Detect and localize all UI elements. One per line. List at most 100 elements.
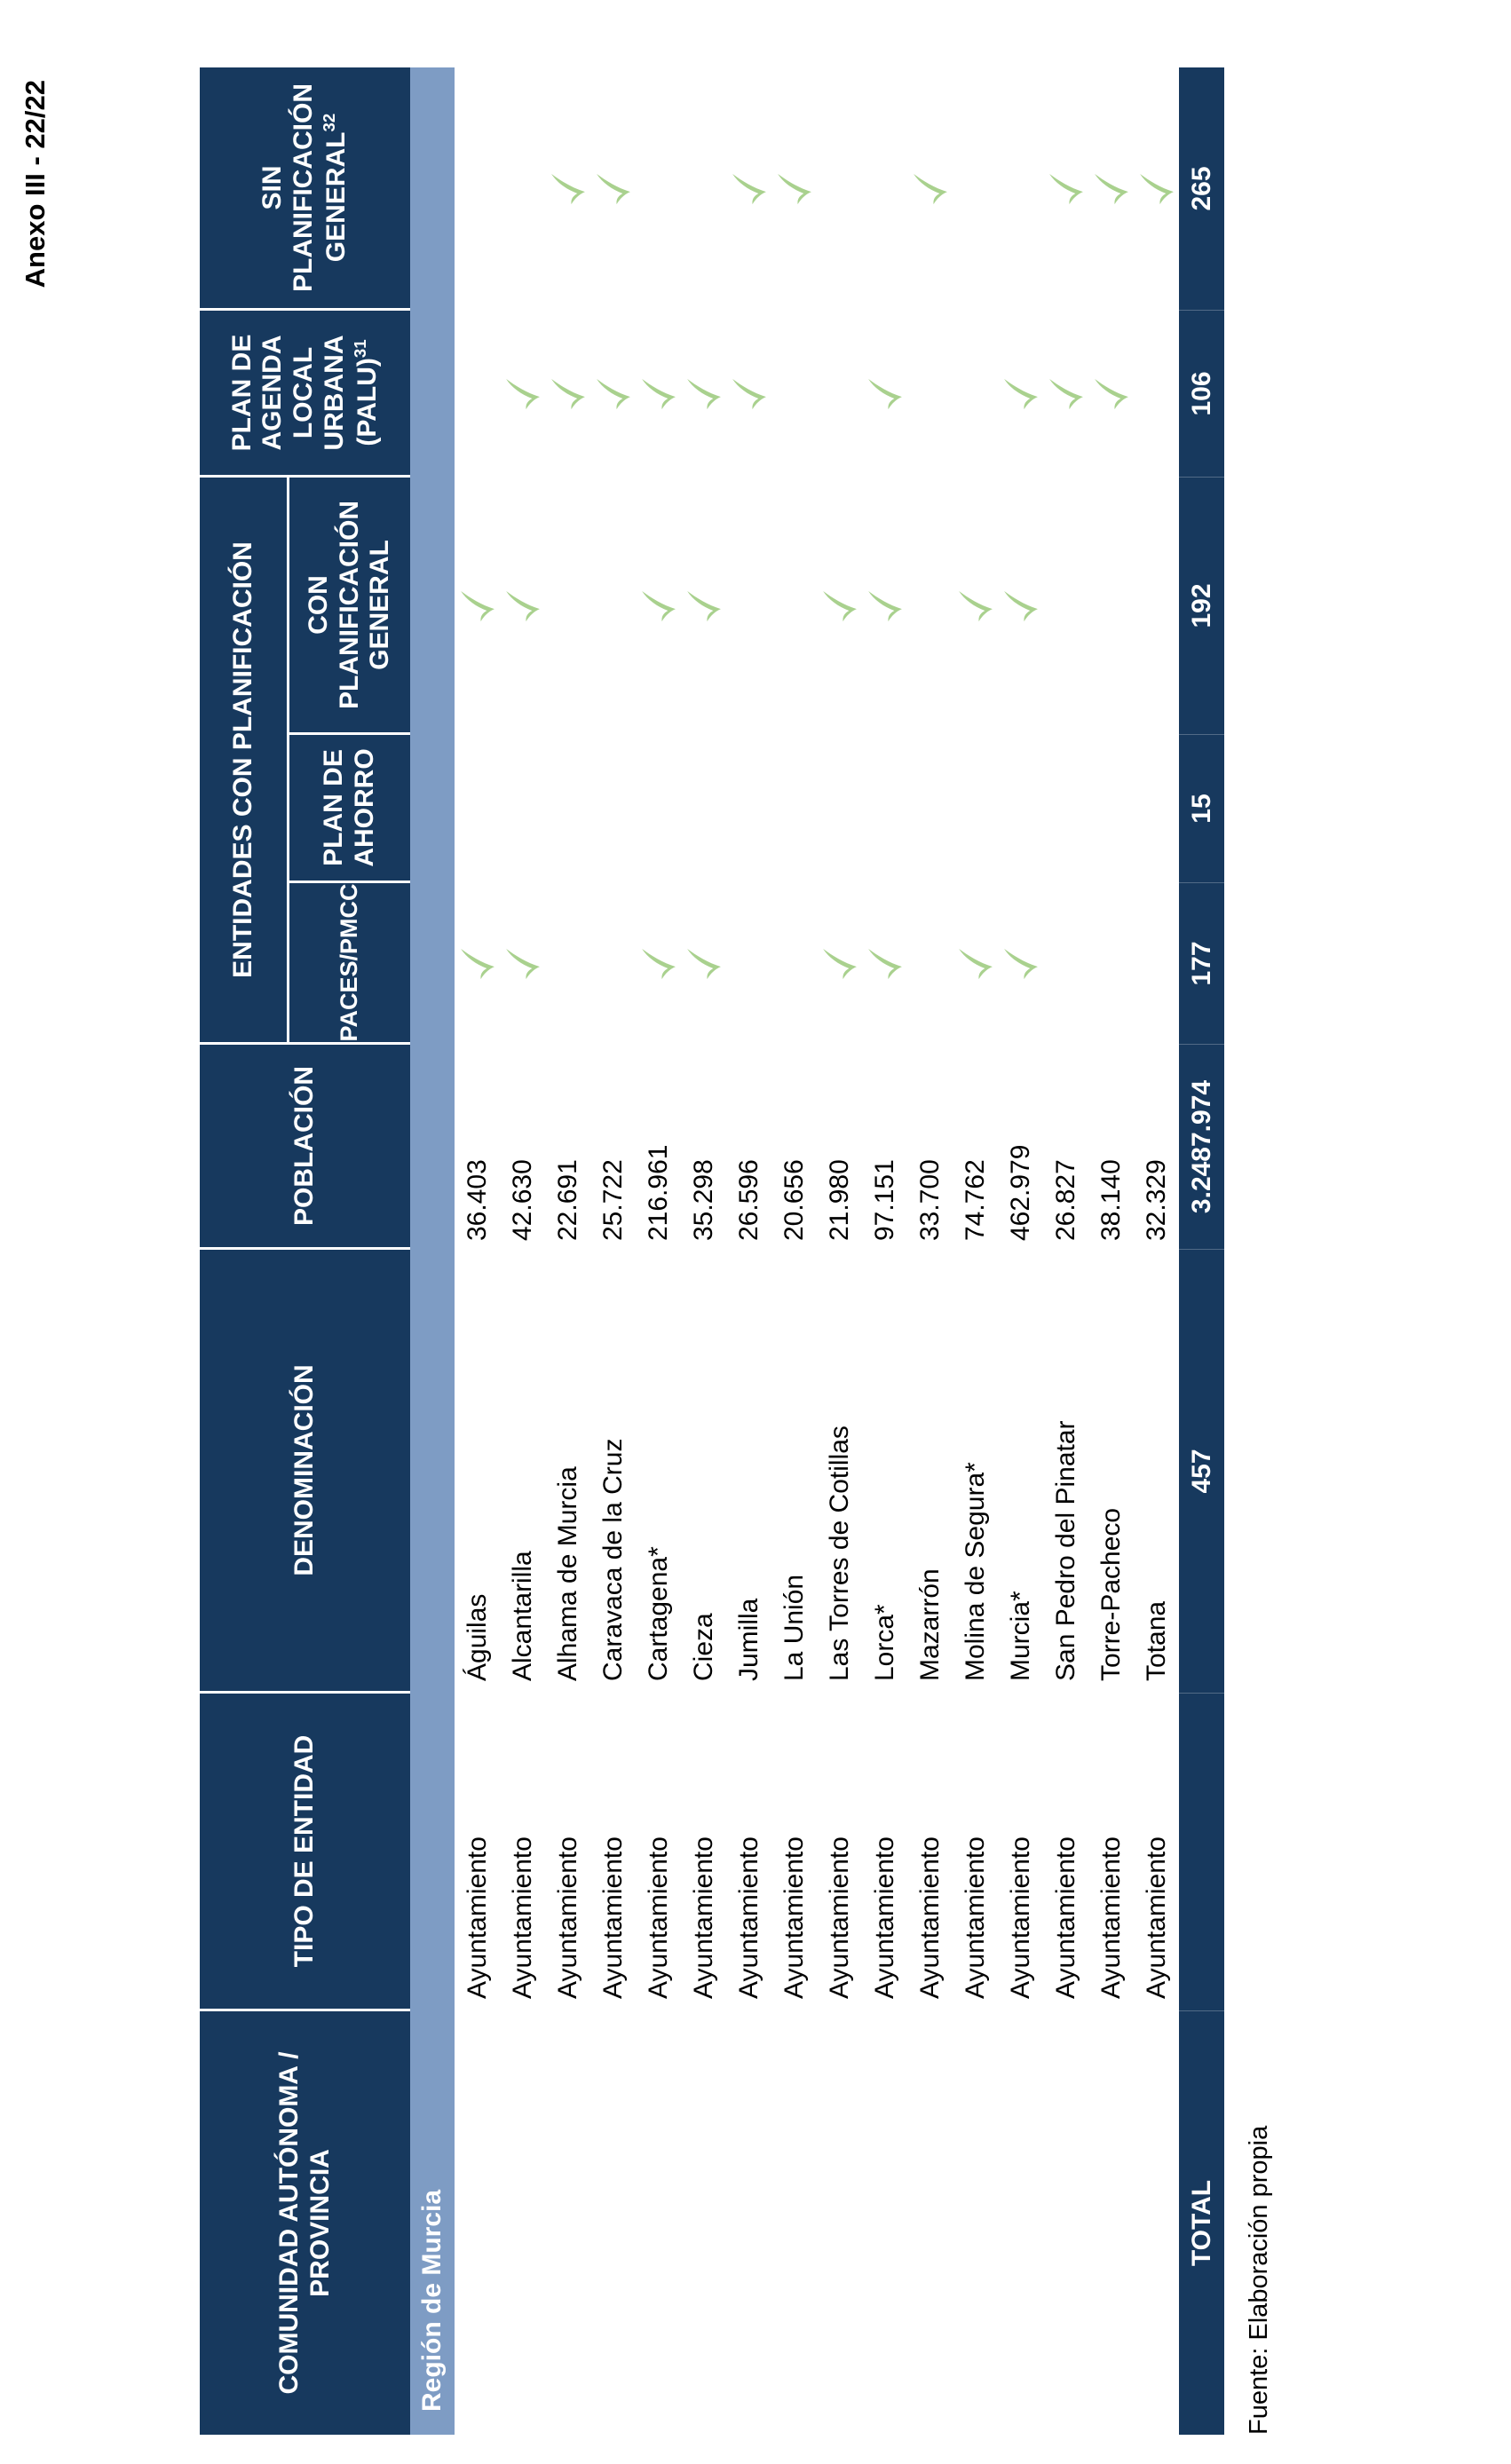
total-palu: 106 — [1179, 311, 1224, 478]
cell-tipo: Ayuntamiento — [1005, 1836, 1035, 1999]
cell-ahorro — [726, 735, 771, 883]
check-icon — [775, 173, 814, 205]
total-label: TOTAL — [1186, 2179, 1216, 2267]
cell-ahorro — [1043, 735, 1088, 883]
check-icon — [1092, 378, 1131, 410]
check-icon — [594, 173, 633, 205]
cell-con-general — [862, 478, 907, 735]
check-icon — [820, 590, 859, 622]
cell-comunidad — [953, 2011, 998, 2435]
cell-palu — [953, 311, 998, 478]
check-icon — [1047, 378, 1086, 410]
total-con-general: 192 — [1179, 478, 1224, 735]
table-row: Ayuntamiento La Unión 20.656 — [771, 67, 817, 2435]
check-icon — [458, 590, 497, 622]
cell-paces — [907, 883, 953, 1045]
cell-palu — [862, 311, 907, 478]
check-icon — [1001, 378, 1040, 410]
cell-poblacion: 26.596 — [733, 1159, 763, 1241]
cell-con-general — [726, 478, 771, 735]
cell-palu — [1134, 311, 1179, 478]
check-icon — [684, 590, 724, 622]
cell-denominacion: Águilas — [462, 1593, 492, 1681]
cell-sin-general — [1088, 67, 1134, 311]
check-icon — [549, 378, 588, 410]
header-comunidad: COMUNIDAD AUTÓNOMA / PROVINCIA — [200, 2011, 410, 2435]
source-note: Fuente: Elaboración propia — [1245, 2125, 1273, 2435]
cell-con-general — [998, 478, 1043, 735]
table-row: Ayuntamiento Molina de Segura* 74.762 — [953, 67, 998, 2435]
cell-ahorro — [545, 735, 590, 883]
table-row: Ayuntamiento Totana 32.329 — [1134, 67, 1179, 2435]
cell-tipo: Ayuntamiento — [688, 1836, 718, 1999]
cell-tipo: Ayuntamiento — [507, 1836, 537, 1999]
cell-palu — [907, 311, 953, 478]
total-ahorro: 15 — [1179, 735, 1224, 883]
cell-sin-general — [636, 67, 681, 311]
cell-tipo: Ayuntamiento — [869, 1836, 899, 1999]
cell-denominacion: Totana — [1141, 1600, 1171, 1681]
check-icon — [684, 948, 724, 980]
cell-ahorro — [998, 735, 1043, 883]
cell-denominacion: Molina de Segura* — [960, 1462, 990, 1681]
cell-palu — [771, 311, 817, 478]
check-icon — [1001, 590, 1040, 622]
cell-paces — [681, 883, 726, 1045]
cell-denominacion: Cartagena* — [643, 1546, 673, 1681]
check-icon — [458, 948, 497, 980]
cell-paces — [998, 883, 1043, 1045]
cell-ahorro — [771, 735, 817, 883]
cell-sin-general — [907, 67, 953, 311]
annex-label: Anexo III - 22/22 — [20, 80, 51, 288]
cell-poblacion: 35.298 — [688, 1159, 718, 1241]
header-poblacion: POBLACIÓN — [200, 1045, 410, 1250]
cell-comunidad — [590, 2011, 636, 2435]
cell-denominacion: San Pedro del Pinatar — [1050, 1420, 1080, 1681]
total-poblacion: 3.2487.974 — [1179, 1045, 1224, 1250]
cell-ahorro — [953, 735, 998, 883]
table-row: Ayuntamiento Cartagena* 216.961 — [636, 67, 681, 2435]
planning-table: COMUNIDAD AUTÓNOMA / PROVINCIA TIPO DE E… — [200, 67, 1224, 2435]
cell-comunidad — [455, 2011, 500, 2435]
cell-poblacion: 42.630 — [507, 1159, 537, 1241]
cell-sin-general — [817, 67, 862, 311]
total-tipo — [1179, 1694, 1224, 2011]
cell-paces — [726, 883, 771, 1045]
check-icon — [549, 173, 588, 205]
table-row: Ayuntamiento Las Torres de Cotillas 21.980 — [817, 67, 862, 2435]
cell-comunidad — [862, 2011, 907, 2435]
cell-poblacion: 25.722 — [597, 1159, 628, 1241]
cell-comunidad — [500, 2011, 545, 2435]
cell-comunidad — [726, 2011, 771, 2435]
check-icon — [730, 378, 769, 410]
cell-denominacion: Alhama de Murcia — [552, 1466, 582, 1681]
cell-tipo: Ayuntamiento — [733, 1836, 763, 1999]
cell-comunidad — [771, 2011, 817, 2435]
check-icon — [730, 173, 769, 205]
table-row: Ayuntamiento Águilas 36.403 — [455, 67, 500, 2435]
cell-ahorro — [862, 735, 907, 883]
table-row: Ayuntamiento Mazarrón 33.700 — [907, 67, 953, 2435]
cell-con-general — [681, 478, 726, 735]
table-row: Ayuntamiento Alcantarilla 42.630 — [500, 67, 545, 2435]
cell-sin-general — [862, 67, 907, 311]
cell-palu — [455, 311, 500, 478]
cell-paces — [636, 883, 681, 1045]
table-row: Ayuntamiento Caravaca de la Cruz 25.722 — [590, 67, 636, 2435]
cell-denominacion: Jumilla — [733, 1598, 763, 1681]
cell-poblacion: 216.961 — [643, 1144, 673, 1241]
cell-tipo: Ayuntamiento — [1050, 1836, 1080, 1999]
check-icon — [1001, 948, 1040, 980]
cell-denominacion: Murcia* — [1005, 1591, 1035, 1681]
cell-poblacion: 74.762 — [960, 1159, 990, 1241]
check-icon — [911, 173, 950, 205]
check-icon — [594, 378, 633, 410]
cell-sin-general — [1134, 67, 1179, 311]
cell-paces — [1043, 883, 1088, 1045]
cell-con-general — [953, 478, 998, 735]
cell-tipo: Ayuntamiento — [1141, 1836, 1171, 1999]
cell-sin-general — [590, 67, 636, 311]
cell-paces — [953, 883, 998, 1045]
cell-con-general — [771, 478, 817, 735]
cell-sin-general — [953, 67, 998, 311]
